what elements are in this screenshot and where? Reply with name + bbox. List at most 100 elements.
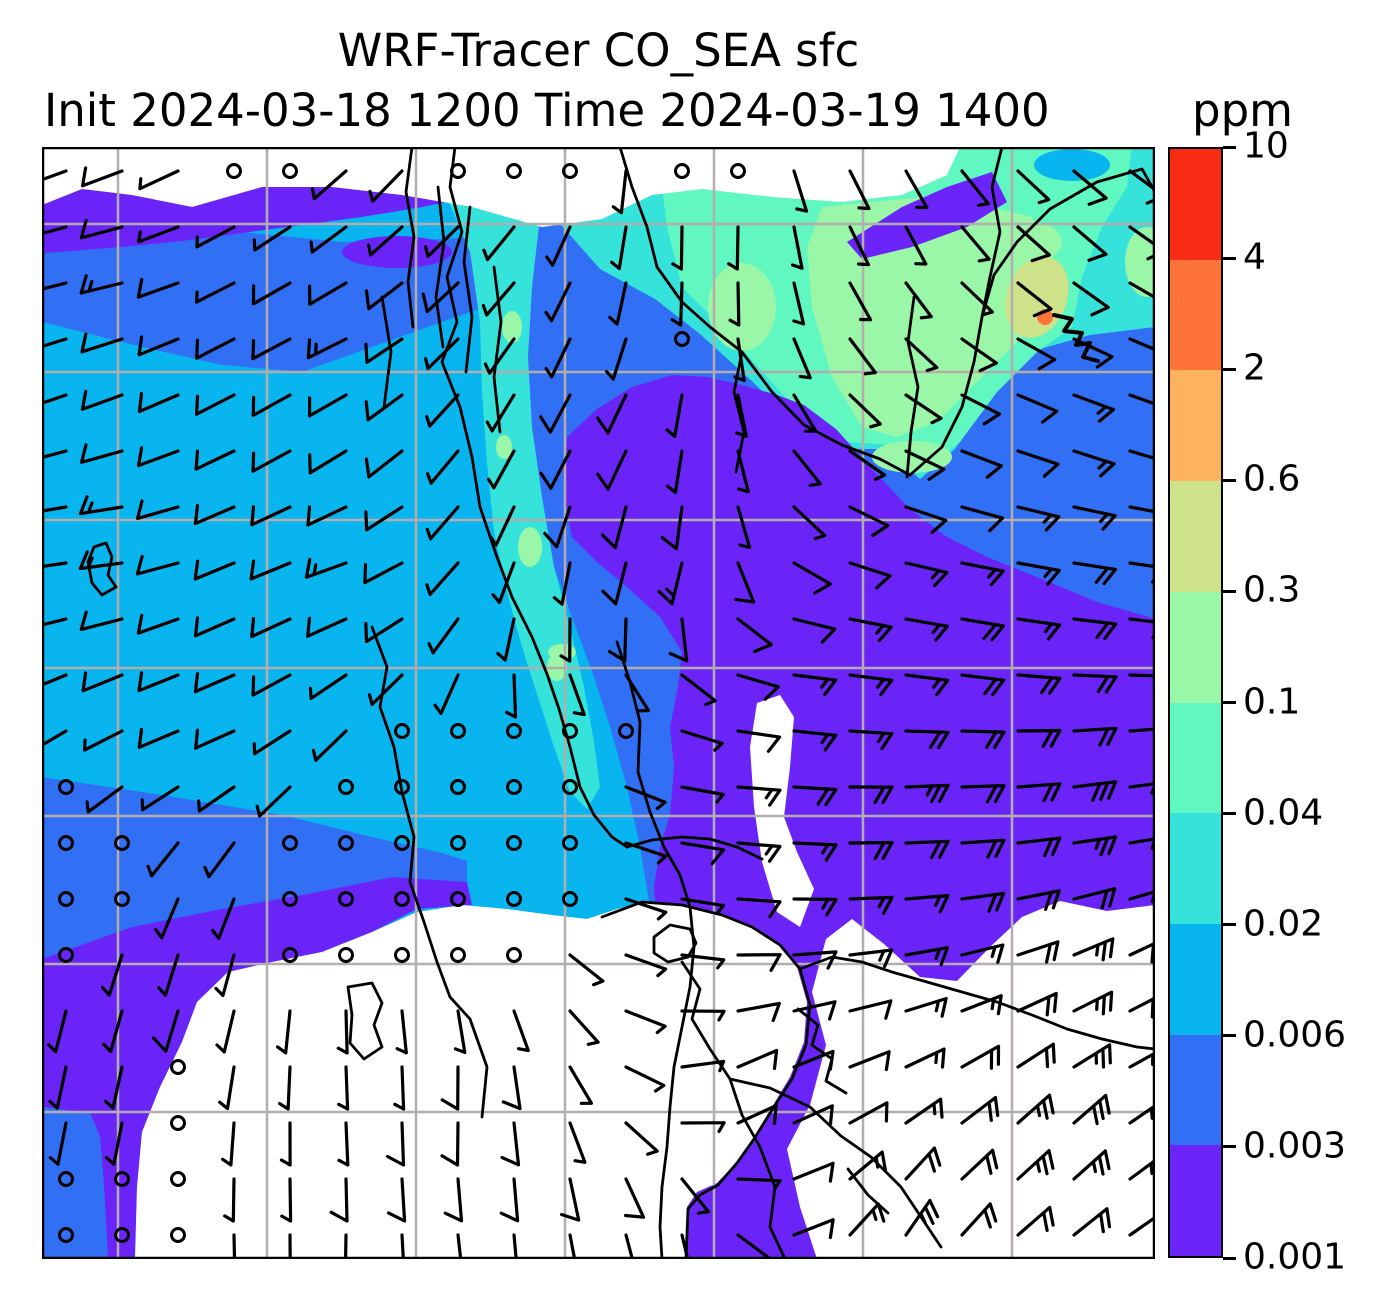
wind-barb [1072, 937, 1115, 962]
wind-barb [904, 505, 948, 534]
wind-barb [960, 1148, 999, 1181]
wind-barb [608, 281, 628, 326]
wind-barb [624, 953, 668, 978]
wind-barb [960, 505, 1005, 533]
wind-barb [308, 673, 348, 700]
colorbar-tick-label-4: 0.3 [1243, 570, 1301, 612]
wind-barb [81, 671, 124, 693]
wind-barb [904, 783, 950, 804]
wind-barb [308, 449, 348, 475]
wind-barb [605, 337, 628, 381]
calm-circle [394, 891, 410, 907]
wind-barb [792, 1218, 835, 1240]
wind-barb [736, 505, 752, 549]
wind-barb [440, 1121, 460, 1167]
wind-barb [1016, 1042, 1056, 1069]
wind-barb [848, 393, 882, 429]
wind-barb [456, 1233, 463, 1259]
calm-circle [338, 779, 354, 795]
wind-barb [193, 616, 236, 638]
wind-barb [487, 449, 516, 490]
wind-barb [624, 841, 668, 865]
wind-barb [443, 1177, 464, 1223]
colorbar-tick-8 [1223, 1034, 1236, 1038]
wind-barb [1016, 617, 1062, 641]
wind-barb [568, 953, 605, 987]
wind-barb [904, 673, 950, 697]
wind-barb [680, 729, 724, 752]
colorbar-segment-7 [1170, 923, 1221, 1035]
wind-barb [137, 671, 180, 693]
calm-circle [450, 947, 466, 963]
wind-barb [1072, 990, 1114, 1016]
colorbar-tick-2 [1223, 367, 1236, 371]
wind-barb [904, 225, 928, 266]
wind-barb [203, 841, 236, 879]
wind-barb [195, 281, 236, 304]
wind-barb [363, 561, 404, 585]
wind-barb [425, 505, 460, 541]
wind-barb [1072, 780, 1118, 802]
wind-barb [214, 953, 236, 998]
wind-barb [1072, 561, 1118, 586]
coastlines [86, 147, 1155, 1259]
coastline-vietnam-east [908, 167, 1155, 477]
wind-barb [364, 505, 404, 532]
colorbar-tick-4 [1223, 589, 1236, 593]
wind-barb [48, 1065, 68, 1110]
wind-barb [154, 897, 180, 940]
colorbar-tick-1 [1223, 256, 1236, 260]
wind-barb [48, 1121, 68, 1166]
contour-lightgreen-2 [708, 263, 776, 351]
wind-barb [1128, 337, 1155, 352]
wind-barb [668, 617, 689, 663]
map-plot [42, 147, 1155, 1259]
colorbar-tick-label-8: 0.006 [1243, 1014, 1347, 1056]
contour-white-arm [750, 695, 814, 927]
wind-barb [1016, 1205, 1055, 1237]
wind-barb [395, 1009, 408, 1055]
calm-circle [562, 779, 578, 795]
wind-barb [42, 729, 68, 747]
contour-violet-left-band [42, 877, 472, 1259]
wind-barb [425, 393, 460, 428]
wind-barb [306, 337, 348, 360]
wind-barb [960, 838, 1006, 859]
wind-barb [440, 1065, 460, 1111]
calm-circle [114, 891, 130, 907]
wind-barb [337, 1065, 350, 1111]
wind-barb [660, 505, 684, 551]
wind-barb [611, 169, 628, 215]
wind-barb [195, 225, 236, 249]
wind-barb [481, 281, 516, 317]
wind-barb [280, 1177, 293, 1223]
wind-barb [491, 561, 516, 604]
colorbar-tick-label-0: 10 [1243, 125, 1289, 167]
calm-circle [282, 947, 298, 963]
wind-barb [792, 337, 812, 380]
wind-barb [727, 225, 740, 271]
wind-barb [250, 505, 292, 527]
wind-barb [539, 393, 572, 434]
coastline-vietnam-west [618, 147, 912, 477]
wind-barb [736, 449, 750, 494]
coastline-cambodia [798, 955, 1155, 1051]
wind-barb [100, 953, 124, 997]
calm-circle [170, 1115, 186, 1131]
wind-barb [1072, 449, 1116, 478]
grid-lines [42, 147, 1155, 1259]
wind-barb [1072, 1043, 1112, 1069]
wind-barb [544, 337, 572, 379]
wind-barb [136, 277, 180, 299]
wind-barb [195, 337, 236, 360]
wind-barb [624, 1121, 659, 1156]
calm-circle [226, 163, 242, 179]
wind-barb [736, 673, 780, 701]
contour-strip-speck-4 [496, 435, 512, 459]
wind-barb [311, 729, 348, 762]
coastline-inland-lake-loop [346, 981, 384, 1061]
wind-barb [252, 225, 292, 252]
wind-barb [904, 1198, 940, 1237]
wind-barb [848, 169, 871, 211]
wind-barb [304, 557, 348, 579]
